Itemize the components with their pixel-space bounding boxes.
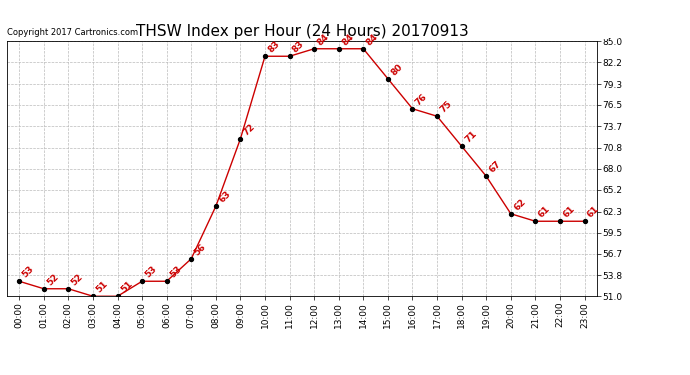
Text: Copyright 2017 Cartronics.com: Copyright 2017 Cartronics.com [7, 28, 138, 37]
Point [235, 136, 246, 142]
Text: 51: 51 [119, 280, 134, 295]
Title: THSW Index per Hour (24 Hours) 20170913: THSW Index per Hour (24 Hours) 20170913 [135, 24, 469, 39]
Text: 56: 56 [193, 242, 208, 257]
Point [358, 46, 369, 52]
Point [210, 203, 221, 209]
Point [505, 211, 516, 217]
Point [431, 113, 442, 119]
Text: 52: 52 [45, 272, 60, 287]
Point [333, 46, 344, 52]
Text: 61: 61 [586, 205, 601, 220]
Point [555, 218, 566, 224]
Text: 83: 83 [291, 40, 306, 55]
Text: 76: 76 [414, 92, 429, 107]
Point [308, 46, 319, 52]
Text: 61: 61 [537, 205, 552, 220]
Point [481, 173, 492, 179]
Text: 53: 53 [21, 265, 36, 280]
Point [137, 278, 148, 284]
Text: 71: 71 [463, 130, 478, 145]
Text: 67: 67 [488, 160, 503, 175]
Point [530, 218, 541, 224]
Point [63, 286, 74, 292]
Text: 52: 52 [70, 272, 85, 287]
Text: 53: 53 [144, 265, 159, 280]
Text: THSW  (°F): THSW (°F) [638, 33, 690, 42]
Text: 84: 84 [315, 32, 331, 47]
Text: 72: 72 [241, 122, 257, 137]
Point [88, 293, 99, 299]
Text: 80: 80 [389, 62, 404, 77]
Point [407, 106, 418, 112]
Text: 84: 84 [340, 32, 355, 47]
Point [456, 143, 467, 149]
Point [38, 286, 49, 292]
Point [382, 76, 393, 82]
Point [161, 278, 172, 284]
Text: 75: 75 [438, 100, 454, 115]
Point [579, 218, 590, 224]
Text: 63: 63 [217, 190, 233, 205]
Point [284, 53, 295, 59]
Text: 83: 83 [266, 40, 282, 55]
Point [14, 278, 25, 284]
Point [259, 53, 270, 59]
Text: 84: 84 [365, 32, 380, 47]
Text: 53: 53 [168, 265, 184, 280]
Point [112, 293, 123, 299]
Text: 61: 61 [562, 205, 577, 220]
Point [186, 256, 197, 262]
Text: 51: 51 [95, 280, 110, 295]
Text: 62: 62 [512, 197, 527, 212]
